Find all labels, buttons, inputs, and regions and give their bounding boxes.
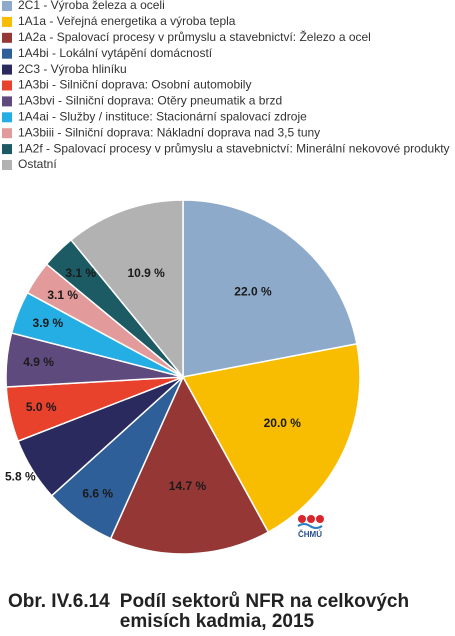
legend-swatch xyxy=(2,144,12,155)
legend-swatch xyxy=(2,48,12,59)
legend-swatch xyxy=(2,160,12,170)
legend-label: 1A3biii - Silniční doprava: Nákladní dop… xyxy=(18,125,320,139)
logo-dot xyxy=(316,515,324,523)
legend-label: 1A4ai - Služby / instituce: Stacionární … xyxy=(18,109,307,123)
data-label: 3.1 % xyxy=(47,288,78,302)
legend-swatch xyxy=(2,16,12,27)
logo-wave xyxy=(297,523,323,529)
data-label: 4.9 % xyxy=(23,355,54,369)
legend-label: Ostatní xyxy=(18,157,57,171)
data-label: 5.8 % xyxy=(5,470,36,484)
legend-label: 1A2f - Spalovací procesy v průmyslu a st… xyxy=(18,141,450,155)
data-label: 3.9 % xyxy=(33,316,64,330)
logo-text: ČHMÚ xyxy=(298,530,322,539)
data-label: 14.7 % xyxy=(169,479,207,493)
pie-slice xyxy=(182,199,358,378)
caption: Obr. IV.6.14 Podíl sektorů NFR na celkov… xyxy=(8,592,453,632)
data-label: 20.0 % xyxy=(264,416,302,430)
legend-swatch xyxy=(2,112,12,123)
legend-label: 1A2a - Spalovací procesy v průmyslu a st… xyxy=(18,29,371,44)
legend-swatch xyxy=(2,64,12,75)
legend-swatch xyxy=(2,80,12,91)
legend-label: 1A3bi - Silniční doprava: Osobní automob… xyxy=(18,78,251,92)
pie-slice xyxy=(181,342,361,534)
legend-label: 2C3 - Výroba hliníku xyxy=(18,62,127,76)
legend-swatch xyxy=(2,96,12,107)
legend-swatch xyxy=(2,32,12,43)
legend-swatch xyxy=(2,128,12,139)
legend-label: 1A4bi - Lokální vytápění domácností xyxy=(18,46,213,60)
chart: 2C1 - Výroba železa a oceli 1A1a - Veřejn… xyxy=(2,0,450,555)
data-label: 22.0 % xyxy=(234,285,272,299)
pie-slice xyxy=(109,375,270,555)
data-label: 3.1 % xyxy=(65,266,96,280)
legend-swatch xyxy=(2,1,12,11)
data-label: 6.6 % xyxy=(82,487,113,501)
data-label: 5.0 % xyxy=(26,400,57,414)
chart-title: Podíl sektorů NFR na celkových emisích k… xyxy=(119,591,410,632)
data-label: 10.9 % xyxy=(127,266,165,280)
legend-label: 2C1 - Výroba železa a oceli xyxy=(18,0,165,12)
legend-label: 1A1a - Veřejná energetika a výroba tepla xyxy=(18,14,236,28)
figure-number: Obr. IV.6.14 xyxy=(8,591,110,612)
legend-label: 1A3bvi - Silniční doprava: Otěry pneumat… xyxy=(18,94,282,108)
logo-dot xyxy=(298,515,306,523)
logo-dot xyxy=(307,515,315,523)
pie-slice xyxy=(69,199,184,380)
